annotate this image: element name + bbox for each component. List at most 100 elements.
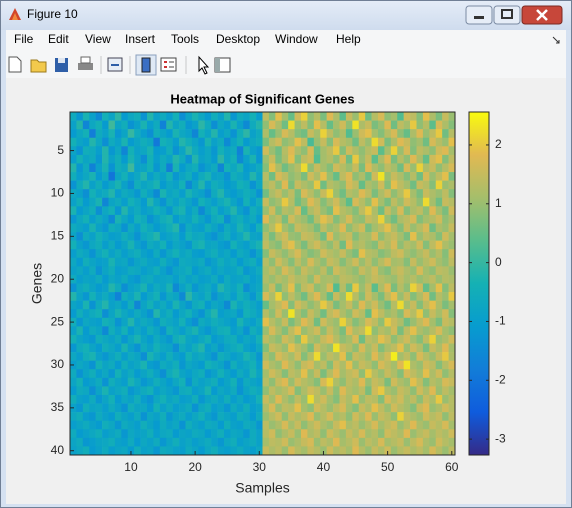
toolbar-property-editor[interactable]: [214, 57, 231, 73]
toolbar-save[interactable]: [55, 58, 68, 72]
close-button[interactable]: [521, 5, 563, 25]
heatmap-cell: [281, 420, 289, 430]
heatmap-cell: [410, 197, 417, 207]
heatmap-cell: [435, 197, 443, 207]
heatmap-cell: [204, 197, 212, 207]
heatmap-cell: [384, 317, 392, 327]
heatmap-cell: [339, 154, 347, 164]
heatmap-cell: [95, 206, 103, 216]
heatmap-cell: [352, 214, 360, 224]
heatmap-cell: [224, 197, 231, 207]
toolbar-new[interactable]: [8, 56, 22, 73]
heatmap-cell: [191, 146, 199, 156]
heatmap-cell: [127, 223, 135, 233]
heatmap-cell: [403, 292, 411, 301]
heatmap-cell: [275, 129, 283, 139]
heatmap-cell: [76, 249, 84, 259]
heatmap-cell: [294, 317, 302, 327]
heatmap-cell: [288, 334, 295, 344]
heatmap-cell: [339, 249, 347, 259]
toolbar-open[interactable]: [30, 59, 47, 73]
heatmap-cell: [320, 129, 327, 139]
heatmap-cell: [275, 386, 283, 396]
heatmap-cell: [224, 189, 231, 199]
menu-dock-arrow[interactable]: [552, 36, 560, 44]
heatmap-cell: [172, 352, 180, 361]
heatmap-cell: [256, 352, 263, 361]
heatmap-cell: [179, 386, 186, 396]
heatmap-cell: [256, 240, 263, 250]
menu-item[interactable]: View: [85, 32, 111, 46]
heatmap-cell: [243, 369, 250, 379]
heatmap-cell: [403, 189, 411, 199]
heatmap-cell: [140, 360, 148, 370]
heatmap-cell: [326, 163, 334, 173]
heatmap-cell: [288, 300, 295, 310]
heatmap-cell: [224, 146, 231, 156]
heatmap-cell: [236, 266, 244, 276]
heatmap-cell: [185, 274, 193, 284]
heatmap-cell: [416, 412, 424, 421]
heatmap-cell: [365, 232, 372, 241]
heatmap-cell: [191, 154, 199, 164]
heatmap-cell: [134, 197, 141, 207]
heatmap-cell: [114, 369, 122, 379]
heatmap-cell: [416, 137, 424, 147]
heatmap-cell: [108, 283, 116, 293]
menu-item[interactable]: Window: [275, 32, 318, 46]
menu-item[interactable]: Help: [336, 32, 361, 46]
heatmap-cell: [236, 197, 244, 207]
heatmap-cell: [390, 377, 398, 387]
heatmap-cell: [281, 163, 289, 173]
heatmap-cell: [352, 343, 360, 353]
heatmap-cell: [326, 309, 334, 319]
heatmap-cell: [345, 334, 353, 344]
menu-item[interactable]: Insert: [125, 32, 156, 46]
toolbar-legend[interactable]: [160, 57, 177, 72]
heatmap-cell: [102, 369, 109, 379]
heatmap-cell: [333, 283, 340, 293]
heatmap-cell: [204, 334, 212, 344]
heatmap-cell: [281, 249, 289, 259]
menu-item[interactable]: Tools: [171, 32, 199, 46]
minimize-button[interactable]: [465, 5, 493, 25]
heatmap-cell: [217, 317, 225, 327]
toolbar-print[interactable]: [78, 56, 93, 70]
heatmap-cell: [108, 394, 116, 404]
heatmap-cell: [345, 206, 353, 216]
heatmap-cell: [378, 403, 385, 413]
heatmap-cell: [384, 360, 392, 370]
heatmap-cell: [410, 334, 417, 344]
heatmap-cell: [307, 197, 315, 207]
toolbar-pointer[interactable]: [198, 55, 210, 75]
heatmap-cell: [249, 154, 257, 164]
heatmap-cell: [121, 257, 129, 267]
heatmap-cell: [326, 412, 334, 421]
heatmap-cell: [243, 249, 250, 259]
heatmap-cell: [262, 292, 270, 301]
heatmap-cell: [159, 394, 167, 404]
heatmap-cell: [371, 232, 379, 241]
menu-item[interactable]: Desktop: [216, 32, 260, 46]
heatmap-cell: [365, 240, 372, 250]
toolbar-link[interactable]: [107, 57, 123, 72]
heatmap-cell: [179, 232, 186, 241]
heatmap-cell: [326, 120, 334, 130]
heatmap-cell: [345, 292, 353, 301]
heatmap-cell: [114, 249, 122, 259]
heatmap-cell: [76, 120, 84, 130]
heatmap-cell: [416, 446, 424, 456]
menu-item[interactable]: File: [14, 32, 34, 46]
heatmap-cell: [127, 386, 135, 396]
heatmap-cell: [429, 420, 437, 430]
heatmap-cell: [108, 420, 116, 430]
heatmap-cell: [185, 446, 193, 456]
toolbar-colorbar[interactable]: [135, 54, 157, 76]
maximize-button[interactable]: [493, 5, 521, 25]
heatmap-cell: [288, 420, 295, 430]
heatmap-cell: [147, 206, 154, 216]
heatmap-cell: [172, 300, 180, 310]
menu-item[interactable]: Edit: [48, 32, 69, 46]
heatmap-cell: [102, 352, 109, 361]
heatmap-cell: [76, 326, 84, 336]
